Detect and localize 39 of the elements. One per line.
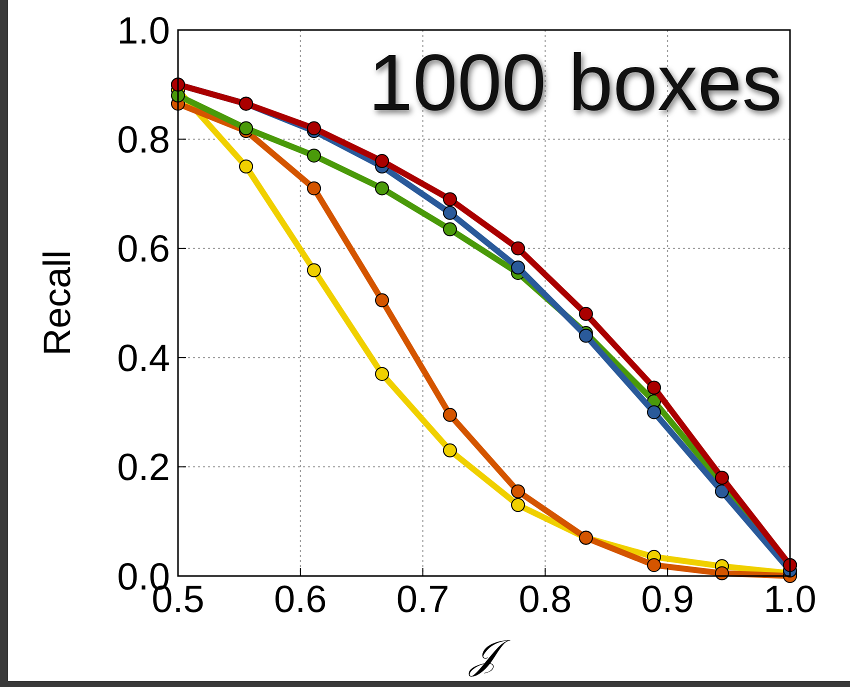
y-tick-label: 0.8 — [117, 120, 170, 162]
point — [511, 260, 526, 275]
x-tick-label: 1.0 — [764, 579, 816, 621]
point — [647, 558, 662, 572]
point — [375, 366, 390, 381]
point — [442, 408, 457, 422]
y-tick-label: 0.4 — [117, 338, 170, 380]
point — [714, 470, 729, 485]
x-tick-label: 0.7 — [396, 579, 450, 621]
point — [375, 154, 390, 168]
y-tick-label: 0.6 — [117, 228, 170, 271]
point — [306, 263, 321, 278]
point — [714, 484, 729, 498]
point — [511, 241, 526, 256]
point — [442, 192, 457, 206]
point — [375, 293, 390, 308]
point — [306, 181, 321, 196]
point — [306, 121, 321, 136]
point — [239, 160, 254, 174]
chart-title: 1000 boxes — [368, 38, 782, 127]
y-tick-label: 1.0 — [117, 10, 170, 52]
point — [511, 498, 526, 512]
point — [442, 443, 457, 458]
point — [578, 306, 593, 321]
x-tick-label: 0.9 — [641, 579, 694, 621]
point — [442, 222, 457, 236]
point — [306, 148, 321, 163]
y-tick-label: 0.2 — [117, 447, 170, 490]
point — [239, 121, 254, 136]
point — [442, 206, 457, 220]
y-axis-title: Recall — [37, 250, 79, 356]
x-tick-label: 0.8 — [518, 579, 572, 621]
x-tick-label: 0.6 — [274, 579, 327, 621]
point — [375, 181, 390, 196]
x-axis-title: 𝒥 — [468, 632, 511, 678]
point — [647, 405, 662, 420]
point — [511, 484, 526, 498]
point — [647, 380, 662, 395]
point — [578, 328, 593, 343]
